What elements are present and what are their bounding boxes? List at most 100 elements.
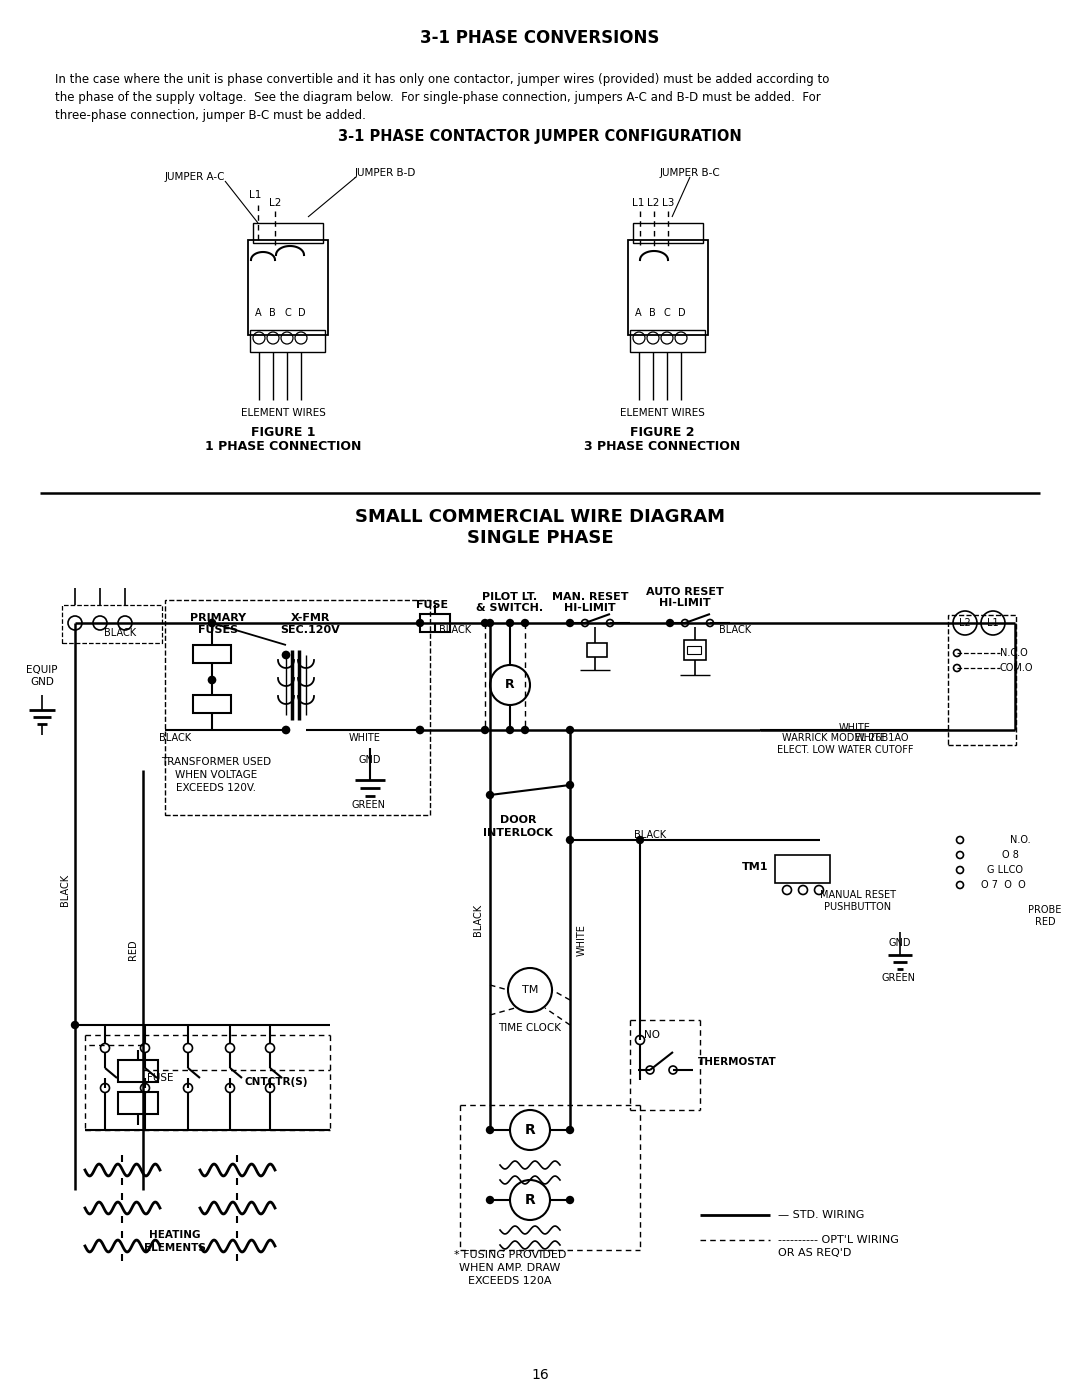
Text: L1: L1	[987, 617, 999, 629]
Circle shape	[71, 1021, 79, 1028]
Text: PRIMARY: PRIMARY	[190, 613, 246, 623]
Text: B: B	[269, 307, 275, 319]
Circle shape	[567, 837, 573, 844]
Text: WHEN VOLTAGE: WHEN VOLTAGE	[175, 770, 257, 780]
Text: C: C	[285, 307, 292, 319]
Text: GND: GND	[359, 754, 381, 766]
Bar	[248, 240, 328, 335]
Circle shape	[482, 726, 488, 733]
Text: ELECT. LOW WATER CUTOFF: ELECT. LOW WATER CUTOFF	[777, 745, 914, 754]
Text: ELEMENT WIRES: ELEMENT WIRES	[241, 408, 325, 418]
Circle shape	[507, 619, 513, 626]
Text: three-phase connection, jumper B-C must be added.: three-phase connection, jumper B-C must …	[55, 109, 366, 122]
Bar	[253, 224, 323, 243]
Text: R: R	[525, 1193, 536, 1207]
Text: HEATING: HEATING	[149, 1229, 201, 1241]
Text: JUMPER A-C: JUMPER A-C	[164, 172, 225, 182]
Text: BLACK: BLACK	[719, 624, 751, 636]
Text: BLACK: BLACK	[104, 629, 136, 638]
Circle shape	[522, 619, 528, 626]
Text: BLACK: BLACK	[473, 904, 483, 936]
Bar	[948, 615, 1016, 745]
Bar	[684, 640, 706, 659]
Circle shape	[486, 619, 494, 626]
Text: COM.O: COM.O	[1000, 664, 1034, 673]
Text: O 8: O 8	[1001, 849, 1018, 861]
Text: TM: TM	[522, 985, 538, 995]
Text: MAN. RESET: MAN. RESET	[552, 592, 629, 602]
Text: G LLCO: G LLCO	[987, 865, 1023, 875]
Circle shape	[567, 726, 573, 733]
Text: — STD. WIRING: — STD. WIRING	[778, 1210, 864, 1220]
Text: DOOR: DOOR	[500, 814, 537, 826]
Text: SEC.120V: SEC.120V	[280, 624, 340, 636]
Text: WHITE: WHITE	[855, 733, 887, 743]
Text: MANUAL RESET: MANUAL RESET	[820, 890, 896, 900]
Text: FUSES: FUSES	[198, 624, 238, 636]
Text: GREEN: GREEN	[881, 972, 915, 983]
Text: N.C.O: N.C.O	[1000, 648, 1028, 658]
Circle shape	[417, 619, 423, 626]
Text: 3 PHASE CONNECTION: 3 PHASE CONNECTION	[584, 440, 740, 454]
Text: A: A	[255, 307, 261, 319]
Text: D: D	[298, 307, 306, 319]
Text: RED: RED	[1035, 916, 1055, 928]
Text: JUMPER B-D: JUMPER B-D	[355, 168, 417, 177]
Text: WHITE: WHITE	[349, 733, 381, 743]
Text: X-FMR: X-FMR	[291, 613, 329, 623]
Text: L1: L1	[248, 190, 261, 200]
Text: WHEN AMP. DRAW: WHEN AMP. DRAW	[459, 1263, 561, 1273]
Text: JUMPER B-C: JUMPER B-C	[660, 168, 720, 177]
Text: ELEMENTS: ELEMENTS	[144, 1243, 206, 1253]
Text: HI-LIMIT: HI-LIMIT	[659, 598, 711, 608]
Text: R: R	[525, 1123, 536, 1137]
Text: EXCEEDS 120A: EXCEEDS 120A	[469, 1275, 552, 1287]
Text: L1: L1	[632, 198, 644, 208]
Circle shape	[208, 619, 216, 626]
Text: O 7  O  O: O 7 O O	[981, 880, 1025, 890]
Text: PROBE: PROBE	[1028, 905, 1062, 915]
Bar	[165, 599, 430, 814]
Bar	[630, 330, 705, 352]
Bar	[193, 694, 231, 712]
Text: SINGLE PHASE: SINGLE PHASE	[467, 529, 613, 548]
Circle shape	[567, 781, 573, 788]
Text: the phase of the supply voltage.  See the diagram below.  For single-phase conne: the phase of the supply voltage. See the…	[55, 91, 821, 103]
Circle shape	[522, 726, 528, 733]
Text: FUSE: FUSE	[416, 599, 448, 610]
Text: TRANSFORMER USED: TRANSFORMER USED	[161, 757, 271, 767]
Text: 1 PHASE CONNECTION: 1 PHASE CONNECTION	[205, 440, 361, 454]
Text: CNTCTR(S): CNTCTR(S)	[244, 1077, 308, 1087]
Text: FUSE: FUSE	[147, 1073, 173, 1083]
Bar	[118, 1092, 158, 1113]
Text: C: C	[663, 307, 671, 319]
Bar	[588, 643, 607, 657]
Circle shape	[567, 1126, 573, 1133]
Bar	[118, 1060, 158, 1083]
Text: OR AS REQ'D: OR AS REQ'D	[778, 1248, 851, 1259]
Circle shape	[567, 1196, 573, 1203]
Circle shape	[636, 837, 644, 844]
Text: A: A	[635, 307, 642, 319]
Text: L2: L2	[647, 198, 659, 208]
Text: 16: 16	[531, 1368, 549, 1382]
Text: D: D	[678, 307, 686, 319]
Text: AUTO RESET: AUTO RESET	[646, 587, 724, 597]
Bar	[687, 645, 701, 654]
Text: RED: RED	[129, 940, 138, 960]
Text: FIGURE 2: FIGURE 2	[630, 426, 694, 440]
Text: BLACK: BLACK	[438, 624, 471, 636]
Bar	[193, 645, 231, 664]
Circle shape	[417, 726, 423, 733]
Circle shape	[283, 651, 289, 658]
Text: B: B	[649, 307, 656, 319]
Text: EXCEEDS 120V.: EXCEEDS 120V.	[176, 782, 256, 793]
Bar	[249, 330, 325, 352]
Text: PILOT LT.: PILOT LT.	[483, 592, 538, 602]
Bar	[62, 605, 162, 643]
Text: ELEMENT WIRES: ELEMENT WIRES	[620, 408, 704, 418]
Circle shape	[482, 619, 488, 626]
Text: WHITE: WHITE	[577, 923, 588, 956]
Bar	[627, 240, 708, 335]
Text: In the case where the unit is phase convertible and it has only one contactor, j: In the case where the unit is phase conv…	[55, 73, 829, 87]
